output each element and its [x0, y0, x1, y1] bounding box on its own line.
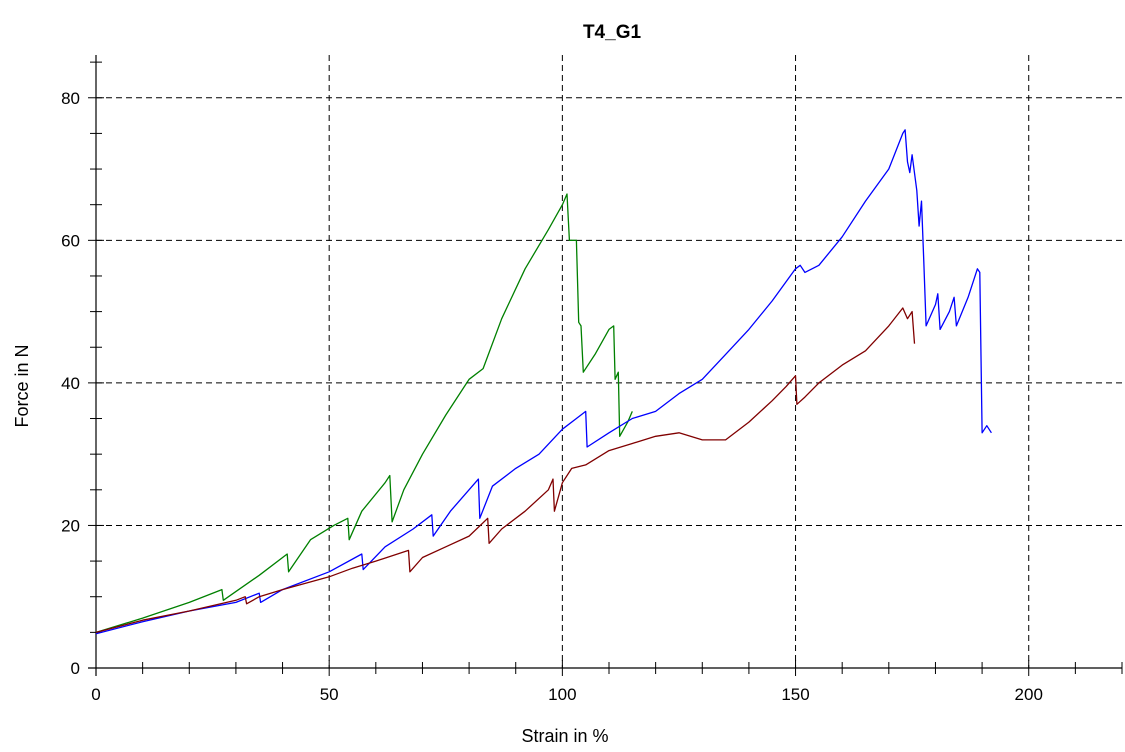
grid — [96, 55, 1122, 668]
series-line-1 — [95, 193, 633, 634]
axes — [88, 55, 1123, 676]
x-axis-label: Strain in % — [521, 726, 608, 746]
x-tick-label: 200 — [1015, 685, 1043, 704]
chart-title: T4_G1 — [583, 22, 642, 43]
y-tick-label: 40 — [61, 374, 80, 393]
y-axis-label: Force in N — [12, 344, 32, 427]
x-tick-label: 150 — [781, 685, 809, 704]
y-tick-label: 20 — [61, 516, 80, 535]
y-tick-label: 80 — [61, 89, 80, 108]
tick-labels: 0 50 100 150 200 0 20 40 60 80 — [61, 89, 1043, 704]
series-group — [95, 129, 992, 635]
y-tick-label: 60 — [61, 231, 80, 250]
series-line-3 — [95, 307, 916, 634]
series-line-2 — [95, 129, 992, 635]
y-tick-label: 0 — [71, 659, 80, 678]
x-tick-label: 0 — [91, 685, 100, 704]
x-tick-label: 100 — [548, 685, 576, 704]
x-tick-label: 50 — [320, 685, 339, 704]
